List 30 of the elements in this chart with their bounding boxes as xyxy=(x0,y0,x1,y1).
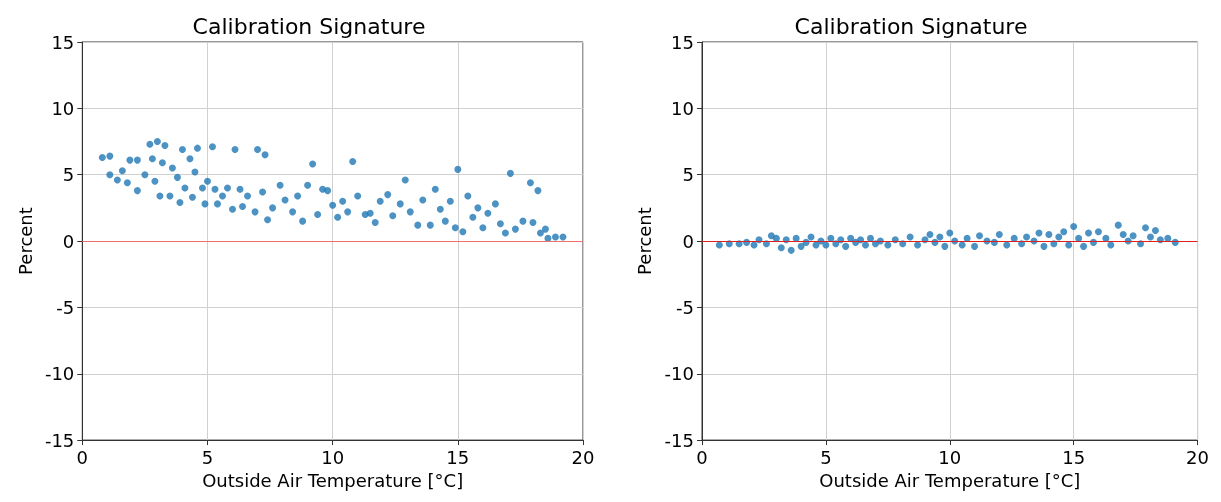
y-tick-label: 5 xyxy=(62,164,75,186)
chart-title: Calibration Signature xyxy=(192,13,426,39)
y-tick-label: -15 xyxy=(664,429,694,451)
y-tick-label: -5 xyxy=(676,296,694,318)
x-tick-label: 20 xyxy=(1186,446,1209,468)
x-tick-label: 0 xyxy=(696,446,708,468)
x-tick-label: 15 xyxy=(446,446,470,468)
y-tick-label: 15 xyxy=(51,31,75,53)
x-axis-title: Outside Air Temperature [°C] xyxy=(819,469,1081,491)
x-tick-label: 10 xyxy=(321,446,345,468)
x-tick-label: 5 xyxy=(201,446,214,468)
y-axis-title: Percent xyxy=(634,207,656,275)
x-tick-label: 20 xyxy=(571,446,595,468)
y-tick-label: -15 xyxy=(44,429,75,451)
y-tick-label: 0 xyxy=(682,230,694,252)
y-tick-label: -5 xyxy=(56,296,75,318)
y-tick-label: 10 xyxy=(51,97,75,119)
y-tick-label: 5 xyxy=(682,164,694,186)
y-tick-label: -10 xyxy=(664,363,694,385)
y-tick-label: -10 xyxy=(44,363,75,385)
chart-title: Calibration Signature xyxy=(794,13,1028,39)
x-tick-label: 15 xyxy=(1062,446,1086,468)
x-tick-label: 0 xyxy=(76,446,89,468)
y-axis-title: Percent xyxy=(14,207,36,275)
y-tick-label: 15 xyxy=(671,31,694,53)
y-tick-label: 0 xyxy=(62,230,75,252)
x-tick-label: 10 xyxy=(938,446,962,468)
y-tick-label: 10 xyxy=(671,97,694,119)
x-tick-label: 5 xyxy=(820,446,832,468)
x-axis-title: Outside Air Temperature [°C] xyxy=(202,469,464,491)
